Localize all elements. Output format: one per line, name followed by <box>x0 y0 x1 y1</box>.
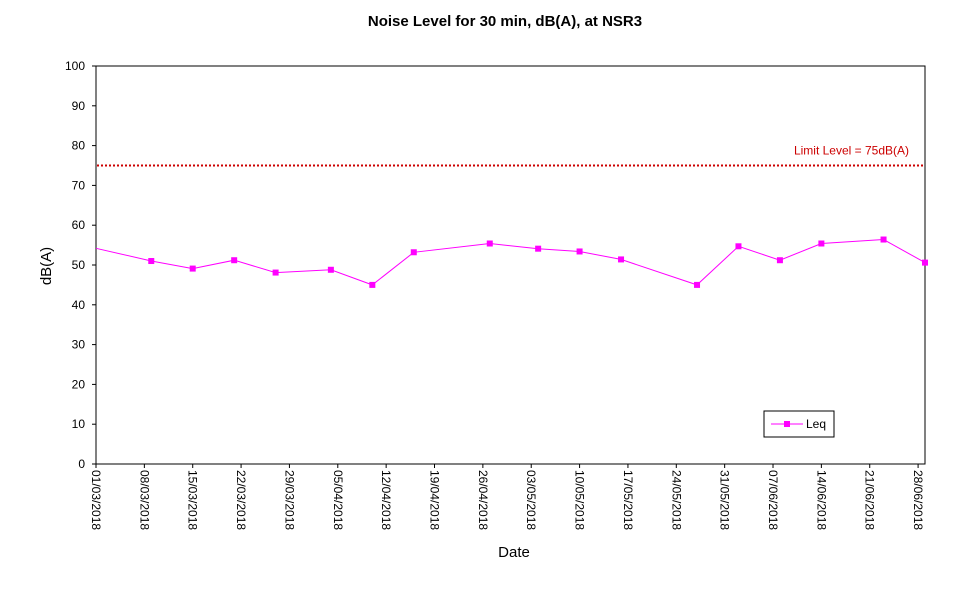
legend-marker-leq <box>784 421 790 427</box>
y-tick-label: 20 <box>72 377 86 391</box>
chart-title: Noise Level for 30 min, dB(A), at NSR3 <box>367 13 643 30</box>
x-tick-label: 24/05/2018 <box>669 470 683 530</box>
x-tick-label: 12/04/2018 <box>379 470 393 530</box>
y-tick-label: 40 <box>72 298 86 312</box>
x-tick-label: 10/05/2018 <box>573 470 587 530</box>
data-point-leq <box>148 258 155 265</box>
data-point-leq <box>535 245 542 252</box>
x-tick-label: 19/04/2018 <box>428 470 442 530</box>
x-tick-label: 31/05/2018 <box>718 470 732 530</box>
y-tick-label: 100 <box>65 59 85 73</box>
y-tick-label: 90 <box>72 99 86 113</box>
data-point-leq <box>272 269 279 276</box>
data-point-leq <box>231 257 238 264</box>
data-point-leq <box>327 266 334 273</box>
data-point-leq <box>776 257 783 264</box>
x-tick-label: 26/04/2018 <box>476 470 490 530</box>
x-tick-label: 28/06/2018 <box>911 470 925 530</box>
data-point-leq <box>922 259 928 266</box>
data-point-leq <box>735 243 742 250</box>
data-point-leq <box>694 281 701 288</box>
legend: Leq <box>763 410 835 438</box>
data-point-leq <box>410 249 417 256</box>
x-tick-label: 15/03/2018 <box>186 470 200 530</box>
y-tick-label: 60 <box>72 218 86 232</box>
data-point-leq <box>189 265 196 272</box>
limit-level-label: Limit Level = 75dB(A) <box>794 144 909 158</box>
x-tick-label: 07/06/2018 <box>766 470 780 530</box>
y-axis-title: dB(A) <box>38 247 55 285</box>
data-point-leq <box>369 281 376 288</box>
data-point-leq <box>486 240 493 247</box>
x-tick-label: 08/03/2018 <box>137 470 151 530</box>
x-tick-label: 22/03/2018 <box>234 470 248 530</box>
x-tick-label: 29/03/2018 <box>282 470 296 530</box>
x-tick-label: 14/06/2018 <box>814 470 828 530</box>
x-tick-label: 01/03/2018 <box>89 470 103 530</box>
data-point-leq <box>880 236 887 243</box>
x-tick-label: 17/05/2018 <box>621 470 635 530</box>
data-point-leq <box>818 240 825 247</box>
y-tick-label: 50 <box>72 258 86 272</box>
data-point-leq <box>576 248 583 255</box>
y-tick-label: 80 <box>72 139 86 153</box>
data-point-leq <box>618 256 625 263</box>
y-tick-label: 70 <box>72 178 86 192</box>
y-tick-label: 10 <box>72 417 86 431</box>
x-tick-label: 21/06/2018 <box>863 470 877 530</box>
y-tick-label: 30 <box>72 338 86 352</box>
x-tick-label: 05/04/2018 <box>331 470 345 530</box>
x-tick-label: 03/05/2018 <box>524 470 538 530</box>
y-tick-label: 0 <box>78 457 85 471</box>
plot-area <box>95 65 926 465</box>
series-line-leq <box>95 238 926 286</box>
legend-label-leq: Leq <box>806 417 826 431</box>
x-axis-title: Date <box>498 544 530 561</box>
